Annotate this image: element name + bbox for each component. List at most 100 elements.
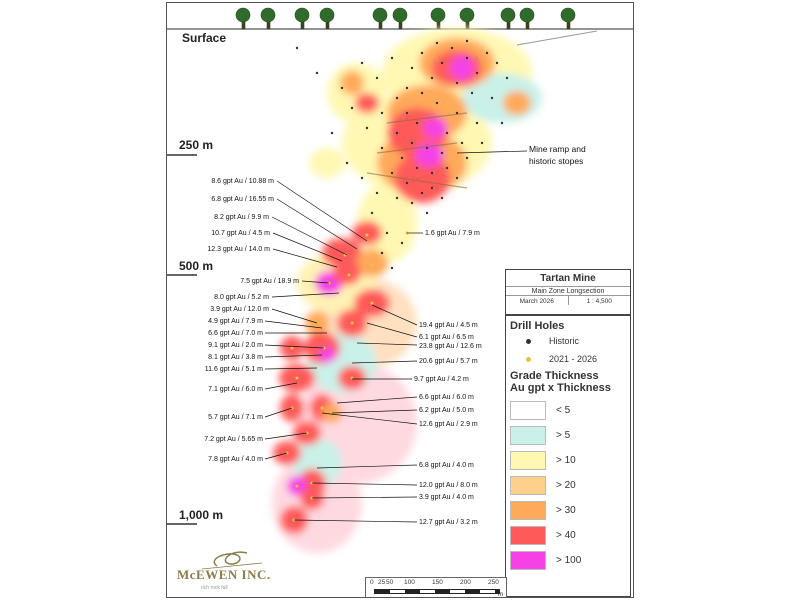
map-date: March 2026	[519, 298, 554, 305]
grade-swatch	[510, 501, 546, 520]
map-subtitle: Main Zone Longsection	[506, 286, 630, 295]
annotation-label: 6.2 gpt Au / 5.0 m	[419, 407, 474, 414]
scale-tick-label: 200	[460, 579, 471, 586]
tree-icon	[260, 7, 276, 30]
contour-100	[423, 118, 447, 138]
contour-30	[340, 71, 364, 95]
surface-trees	[235, 7, 576, 30]
grade-class-label: > 100	[556, 555, 582, 566]
depth-label-500: 500 m	[179, 259, 214, 273]
grade-swatch	[510, 401, 546, 420]
tree-icon	[235, 7, 251, 30]
historic-dot-icon	[526, 338, 531, 344]
scale-tick-label: 150	[432, 579, 443, 586]
annotation-label: 7.5 gpt Au / 18.9 m	[240, 278, 299, 285]
longsection-map: 8.6 gpt Au / 10.88 m 6.8 gpt Au / 16.55 …	[166, 2, 634, 598]
annotation-label: 6.8 gpt Au / 4.0 m	[419, 462, 474, 469]
mine-ramp	[366, 112, 468, 189]
contour-40	[352, 221, 382, 245]
annotation-label: 6.6 gpt Au / 7.0 m	[208, 330, 263, 337]
annotation-label: 3.9 gpt Au / 4.0 m	[419, 494, 474, 501]
annotation-label: 1.6 gpt Au / 7.9 m	[425, 230, 480, 237]
mine-note-line: historic stopes	[529, 156, 584, 166]
legend-grade-class: > 5	[506, 423, 630, 448]
scale-bar: 0 25 50 100 150 200 250 m	[365, 577, 507, 598]
grade-heading: Grade Thickness	[510, 370, 599, 382]
longsection-drawing: 8.6 gpt Au / 10.88 m 6.8 gpt Au / 16.55 …	[167, 7, 633, 553]
legend-recent: 2021 - 2026	[506, 350, 630, 368]
grade-class-label: > 40	[556, 530, 576, 541]
annotation-label: 12.0 gpt Au / 8.0 m	[419, 482, 478, 489]
annotation-label: 6.8 gpt Au / 16.55 m	[211, 196, 274, 203]
contour-40	[394, 153, 450, 203]
tree-icon	[430, 7, 446, 30]
grade-swatches: < 5 > 5 > 10 > 20 > 30 > 40 > 100	[506, 398, 630, 573]
tree-icon	[372, 7, 388, 30]
legend-grade-class: > 10	[506, 448, 630, 473]
annotation-label: 7.8 gpt Au / 4.0 m	[208, 456, 263, 463]
legend-grade-class: > 20	[506, 473, 630, 498]
annotation-label: 8.2 gpt Au / 9.9 m	[214, 214, 269, 221]
map-title: Tartan Mine	[540, 273, 596, 284]
annotation-label: 5.7 gpt Au / 7.1 m	[208, 414, 263, 421]
annotation-label: 11.6 gpt Au / 5.1 m	[205, 366, 263, 373]
map-scale: 1 : 4,500	[567, 296, 631, 305]
contour-100	[319, 347, 335, 363]
annotation-label: 7.2 gpt Au / 5.65 m	[204, 436, 263, 443]
grade-swatch	[510, 551, 546, 570]
annotation-label: 8.0 gpt Au / 5.2 m	[214, 294, 269, 301]
grade-swatch	[510, 526, 546, 545]
grade-class-label: > 10	[556, 455, 576, 466]
grade-contours	[272, 28, 542, 553]
tree-icon	[560, 7, 576, 30]
title-box: Tartan Mine Main Zone Longsection March …	[505, 269, 631, 315]
depth-label-250: 250 m	[179, 138, 214, 152]
annotation-label: 23.8 gpt Au / 12.6 m	[419, 343, 482, 350]
grade-class-label: < 5	[556, 405, 571, 416]
scale-tick-label: 50	[386, 579, 394, 586]
tree-icon	[519, 7, 535, 30]
annotation-label: 12.3 gpt Au / 14.0 m	[207, 246, 270, 253]
legend: Drill Holes Historic 2021 - 2026 Grade T…	[505, 315, 631, 597]
logo-mark-icon	[201, 551, 263, 570]
logo-name: McEWEN INC.	[177, 567, 271, 582]
grade-class-label: > 30	[556, 505, 576, 516]
annotation-label: 19.4 gpt Au / 4.5 m	[419, 322, 478, 329]
scale-tick-label: 0	[370, 579, 374, 586]
grade-swatch	[510, 426, 546, 445]
tree-icon	[392, 7, 408, 30]
contour-100	[415, 143, 443, 167]
legend-grade-class: > 40	[506, 523, 630, 548]
tree-icon	[319, 7, 335, 30]
annotation-label: 12.6 gpt Au / 2.9 m	[419, 421, 478, 428]
annotation-label: 9.7 gpt Au / 4.2 m	[414, 376, 469, 383]
scale-tick-label: 100	[404, 579, 415, 586]
legend-grade-class: > 100	[506, 548, 630, 573]
annotation-label: 6.6 gpt Au / 6.0 m	[419, 394, 474, 401]
scale-tick-label: 250	[488, 579, 499, 586]
contour-30	[355, 93, 379, 113]
scale-unit: m	[498, 591, 504, 598]
annotations-left: 8.6 gpt Au / 10.88 m 6.8 gpt Au / 16.55 …	[204, 178, 299, 463]
tree-icon	[459, 7, 475, 30]
annotation-label: 10.7 gpt Au / 4.5 m	[211, 230, 270, 237]
leader-lines	[264, 150, 528, 523]
company-logo: McEWEN INC. rich rock fall	[177, 541, 273, 593]
scale-tick-label: 25	[378, 579, 386, 586]
annotation-label: 3.9 gpt Au / 12.0 m	[210, 306, 269, 313]
scale-bar-graphic	[374, 589, 500, 594]
legend-grade-class: < 5	[506, 398, 630, 423]
legend-label: 2021 - 2026	[549, 354, 598, 364]
annotation-label: 7.1 gpt Au / 6.0 m	[208, 386, 263, 393]
tree-icon	[500, 7, 516, 30]
surface-label: Surface	[182, 31, 227, 45]
contour-30	[356, 249, 388, 277]
grade-class-label: > 20	[556, 480, 576, 491]
legend-grade-class: > 30	[506, 498, 630, 523]
annotation-label: 8.1 gpt Au / 3.8 m	[208, 354, 263, 361]
annotations-right: 1.6 gpt Au / 7.9 m 19.4 gpt Au / 4.5 m 6…	[414, 230, 482, 526]
grade-class-label: > 5	[556, 430, 571, 441]
annotation-label: 4.9 gpt Au / 7.9 m	[208, 318, 263, 325]
contour-100	[450, 56, 474, 80]
annotation-label: 8.6 gpt Au / 10.88 m	[211, 178, 274, 185]
